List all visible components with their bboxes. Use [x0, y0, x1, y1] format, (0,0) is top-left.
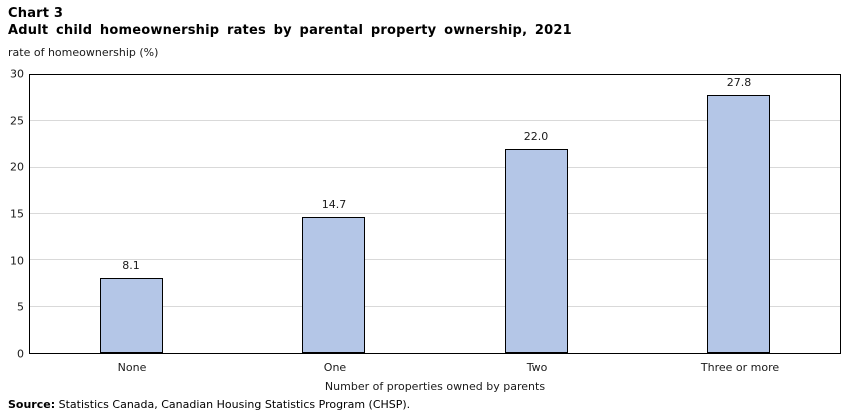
chart-header: Chart 3 Adult child homeownership rates … — [8, 5, 572, 59]
chart-number: Chart 3 — [8, 6, 64, 21]
source-label: Source: — [8, 398, 56, 411]
gridline — [30, 213, 840, 214]
source-text: Statistics Canada, Canadian Housing Stat… — [55, 398, 411, 411]
x-axis-category-label: Two — [526, 361, 548, 374]
y-axis-tick-label: 25 — [10, 114, 24, 128]
bar-none — [100, 278, 163, 353]
bar-value-label: 27.8 — [726, 76, 752, 89]
x-axis-category-label: One — [323, 361, 347, 374]
x-axis-category-labels: None One Two Three or more — [29, 361, 841, 375]
bar-value-label: 22.0 — [523, 130, 549, 143]
bar-value-label: 14.7 — [321, 198, 347, 211]
chart-title: Adult child homeownership rates by paren… — [8, 23, 572, 38]
gridline — [30, 259, 840, 261]
gridline — [30, 166, 840, 168]
bar-one — [302, 217, 365, 353]
y-axis-tick-label: 0 — [17, 347, 24, 361]
source-note: Source: Statistics Canada, Canadian Hous… — [8, 398, 410, 411]
y-axis-tick-label: 10 — [10, 254, 24, 268]
y-axis-unit-label: rate of homeownership (%) — [8, 46, 159, 59]
bar-three-or-more — [707, 95, 770, 353]
x-axis-title: Number of properties owned by parents — [324, 380, 546, 393]
x-axis-category-label: None — [117, 361, 147, 374]
bar-two — [505, 149, 568, 353]
x-axis-category-label: Three or more — [700, 361, 780, 374]
gridline — [30, 120, 840, 122]
bar-value-label: 8.1 — [122, 259, 140, 272]
gridline — [30, 305, 840, 307]
y-axis-tick-label: 30 — [10, 67, 24, 81]
y-axis-tick-label: 20 — [10, 160, 24, 174]
plot-area: 8.1 14.7 22.0 27.8 — [29, 74, 841, 354]
y-axis-tick-label: 15 — [10, 207, 24, 221]
y-axis-tick-label: 5 — [17, 300, 24, 314]
y-axis-tick-labels: 0 5 10 15 20 25 30 — [0, 69, 24, 360]
